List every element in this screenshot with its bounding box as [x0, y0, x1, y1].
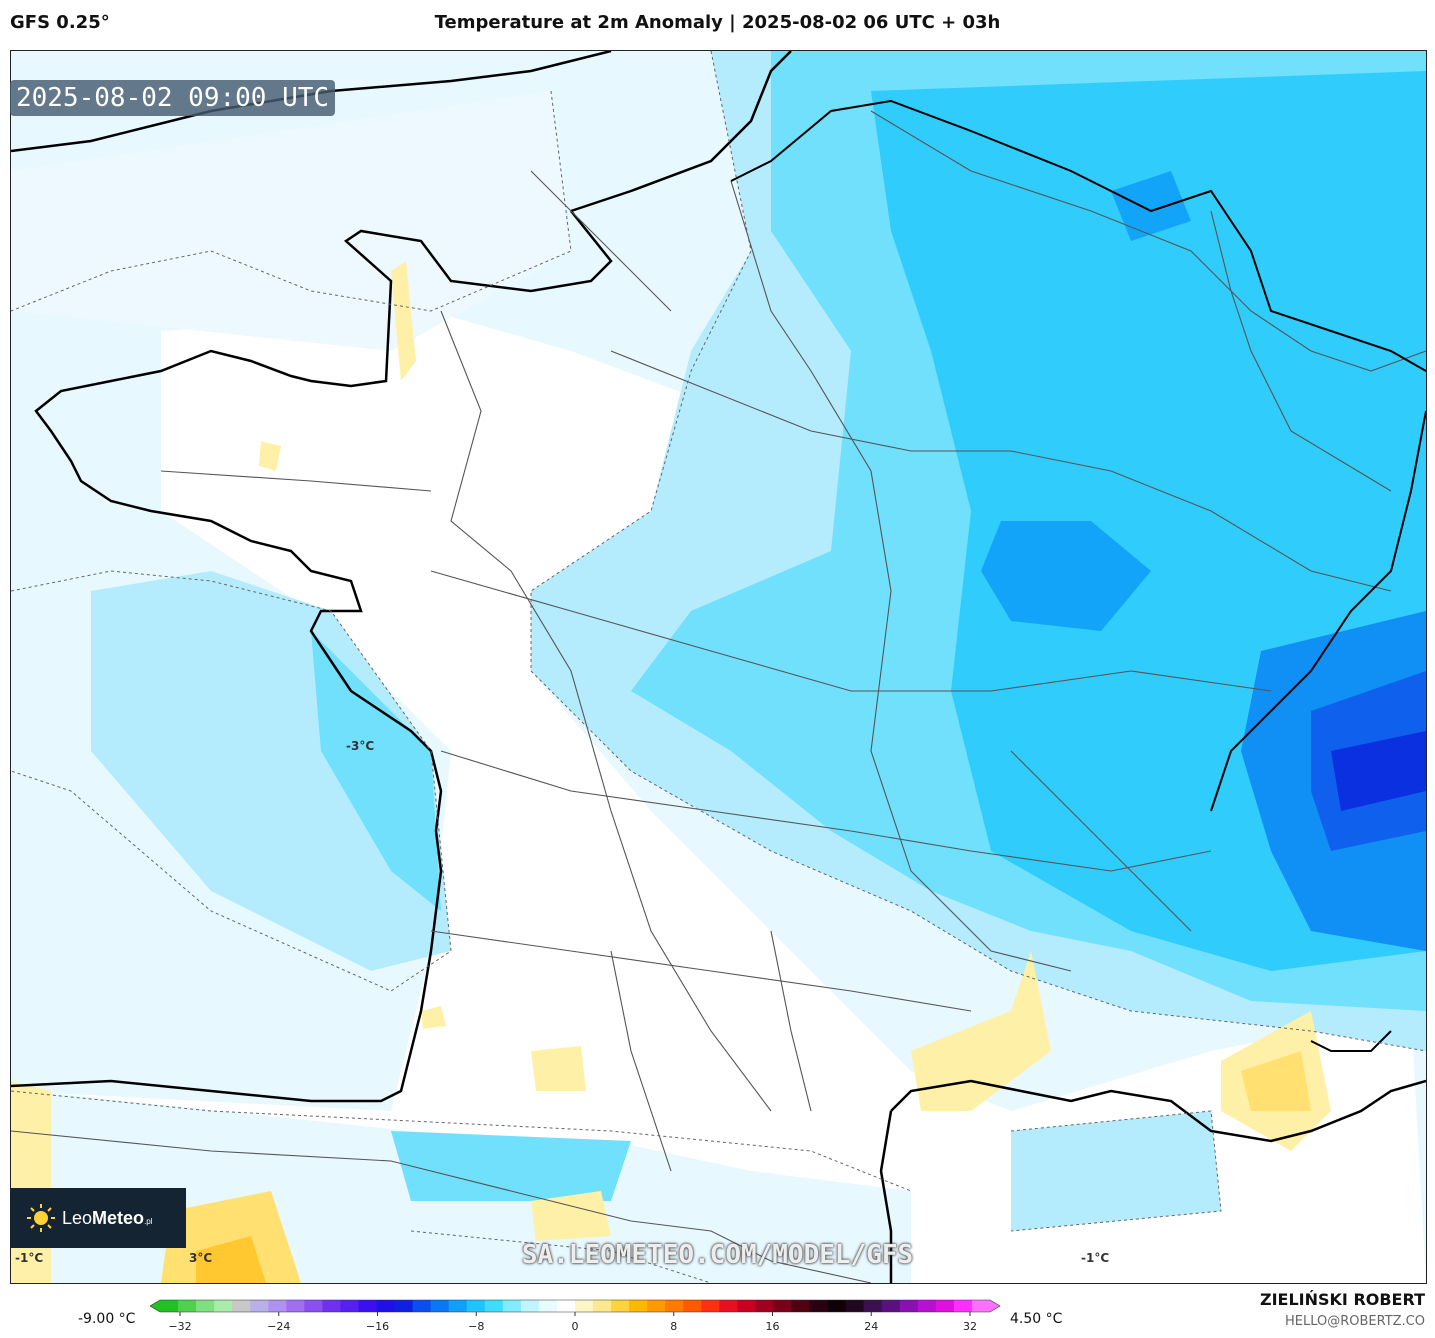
colorbar-cell	[935, 1300, 955, 1312]
colorbar-cell	[376, 1300, 396, 1312]
colorbar-cell	[304, 1300, 323, 1312]
colorbar-cell	[466, 1300, 486, 1312]
colorbar-cell	[286, 1300, 305, 1312]
national-border-alps	[1210, 410, 1426, 812]
contour-label: -1°C	[1081, 1251, 1110, 1265]
logo-text: LeoMeteo.pl	[62, 1207, 153, 1228]
contour-label: -3°C	[346, 739, 375, 753]
colorbar-cell	[971, 1300, 991, 1312]
watermark-url: SA.LEOMETEO.COM/MODEL/GFS	[521, 1240, 914, 1270]
coastline-channel	[11, 210, 613, 1103]
colorbar-cell	[737, 1300, 756, 1312]
colorbar-cell	[593, 1300, 612, 1312]
colorbar-cell	[358, 1300, 378, 1312]
colorbar-cell	[683, 1300, 702, 1312]
colorbar-cell	[755, 1300, 774, 1312]
admin-borders	[11, 110, 1426, 1283]
colorbar-cell	[448, 1300, 468, 1312]
colorbar-tick-label: 32	[963, 1320, 977, 1333]
national-border-south	[1310, 1030, 1392, 1052]
neutral-zone	[11, 311, 1426, 1283]
colorbar: −32 −24 −16 −8 0 8 16 24 32	[150, 1299, 1001, 1333]
colorbar-cell	[665, 1300, 684, 1312]
atlantic-cool	[91, 571, 451, 971]
colorbar-arrow-right	[990, 1300, 1000, 1312]
colorbar-cell	[953, 1300, 973, 1312]
colorbar-tick-label: 24	[864, 1320, 878, 1333]
colorbar-tick-label: 8	[670, 1320, 677, 1333]
colorbar-tick-label: −24	[267, 1320, 290, 1333]
colorbar-cell	[791, 1300, 811, 1312]
colorbar-outline	[150, 1299, 1001, 1313]
warm-patch-provence-1	[911, 951, 1051, 1111]
colorbar-cell	[214, 1300, 233, 1312]
colorbar-cell	[538, 1300, 558, 1312]
timestamp-badge: 2025-08-02 09:00 UTC	[10, 80, 336, 116]
colorbar-cell	[484, 1300, 504, 1312]
colorbar-cell	[647, 1300, 666, 1312]
colorbar-cell	[701, 1300, 720, 1312]
warm-patch-pyrenees	[531, 1046, 586, 1091]
contour-label: 3°C	[189, 1251, 213, 1265]
colorbar-cell	[340, 1300, 359, 1312]
colorbar-cell	[773, 1300, 793, 1312]
colorbar-cell	[178, 1300, 197, 1312]
cold-patch-1	[981, 521, 1151, 631]
colorbar-tick-label: 16	[766, 1320, 780, 1333]
colorbar-tick-label: −16	[366, 1320, 389, 1333]
warm-patch-normandy	[391, 261, 416, 381]
colorbar-arrow-left	[150, 1300, 160, 1312]
colorbar-cell	[845, 1300, 865, 1312]
map-title: Temperature at 2m Anomaly | 2025-08-02 0…	[434, 12, 1001, 33]
colorbar-cell	[430, 1300, 450, 1312]
colorbar-cell	[250, 1300, 269, 1312]
colorbar-cell	[809, 1300, 829, 1312]
leometeo-logo: LeoMeteo.pl	[10, 1188, 186, 1248]
colorbar-cell	[899, 1300, 919, 1312]
national-border-east	[730, 99, 1426, 372]
colorbar-cell	[232, 1300, 251, 1312]
map-canvas[interactable]: -3°C -1°C 3°C -1°C	[10, 50, 1427, 1284]
colorbar-cell	[412, 1300, 432, 1312]
contour-lines	[11, 51, 1426, 1283]
warm-patch-brittany	[259, 441, 281, 471]
colorbar-cell	[160, 1300, 179, 1312]
colorbar-cell	[502, 1300, 522, 1312]
coastline-med	[890, 1079, 1426, 1143]
author-email: HELLO@ROBERTZ.CO	[1284, 1314, 1425, 1329]
colorbar-cell	[827, 1300, 847, 1312]
colorbar-cell	[719, 1300, 738, 1312]
colorbar-cell	[556, 1300, 576, 1312]
colorbar-min-label: -9.00 °C	[78, 1311, 136, 1327]
colorbar-cell	[917, 1300, 937, 1312]
coastline-north	[570, 51, 792, 213]
cold-patch-2	[1111, 171, 1191, 241]
colorbar-cell	[575, 1300, 594, 1312]
colorbar-max-label: 4.50 °C	[1010, 1311, 1063, 1327]
colorbar-cell	[629, 1300, 648, 1312]
sun-icon	[26, 1203, 56, 1233]
contour-label: -1°C	[15, 1251, 44, 1265]
cold-patch-alps-3	[1331, 731, 1426, 811]
colorbar-cell	[268, 1300, 287, 1312]
colorbar-tick-label: 0	[572, 1320, 579, 1333]
colorbar-cell	[322, 1300, 341, 1312]
anomaly-map	[11, 51, 1426, 1283]
colorbar-cell	[881, 1300, 901, 1312]
colorbar-cell	[520, 1300, 540, 1312]
colorbar-tick-label: −8	[468, 1320, 484, 1333]
colorbar-cell	[611, 1300, 630, 1312]
author-name: ZIELIŃSKI ROBERT	[1259, 1290, 1425, 1309]
colorbar-cell	[863, 1300, 883, 1312]
model-label: GFS 0.25°	[10, 12, 110, 33]
colorbar-cell	[196, 1300, 215, 1312]
colorbar-cell	[394, 1300, 414, 1312]
colorbar-tick-label: −32	[168, 1320, 191, 1333]
